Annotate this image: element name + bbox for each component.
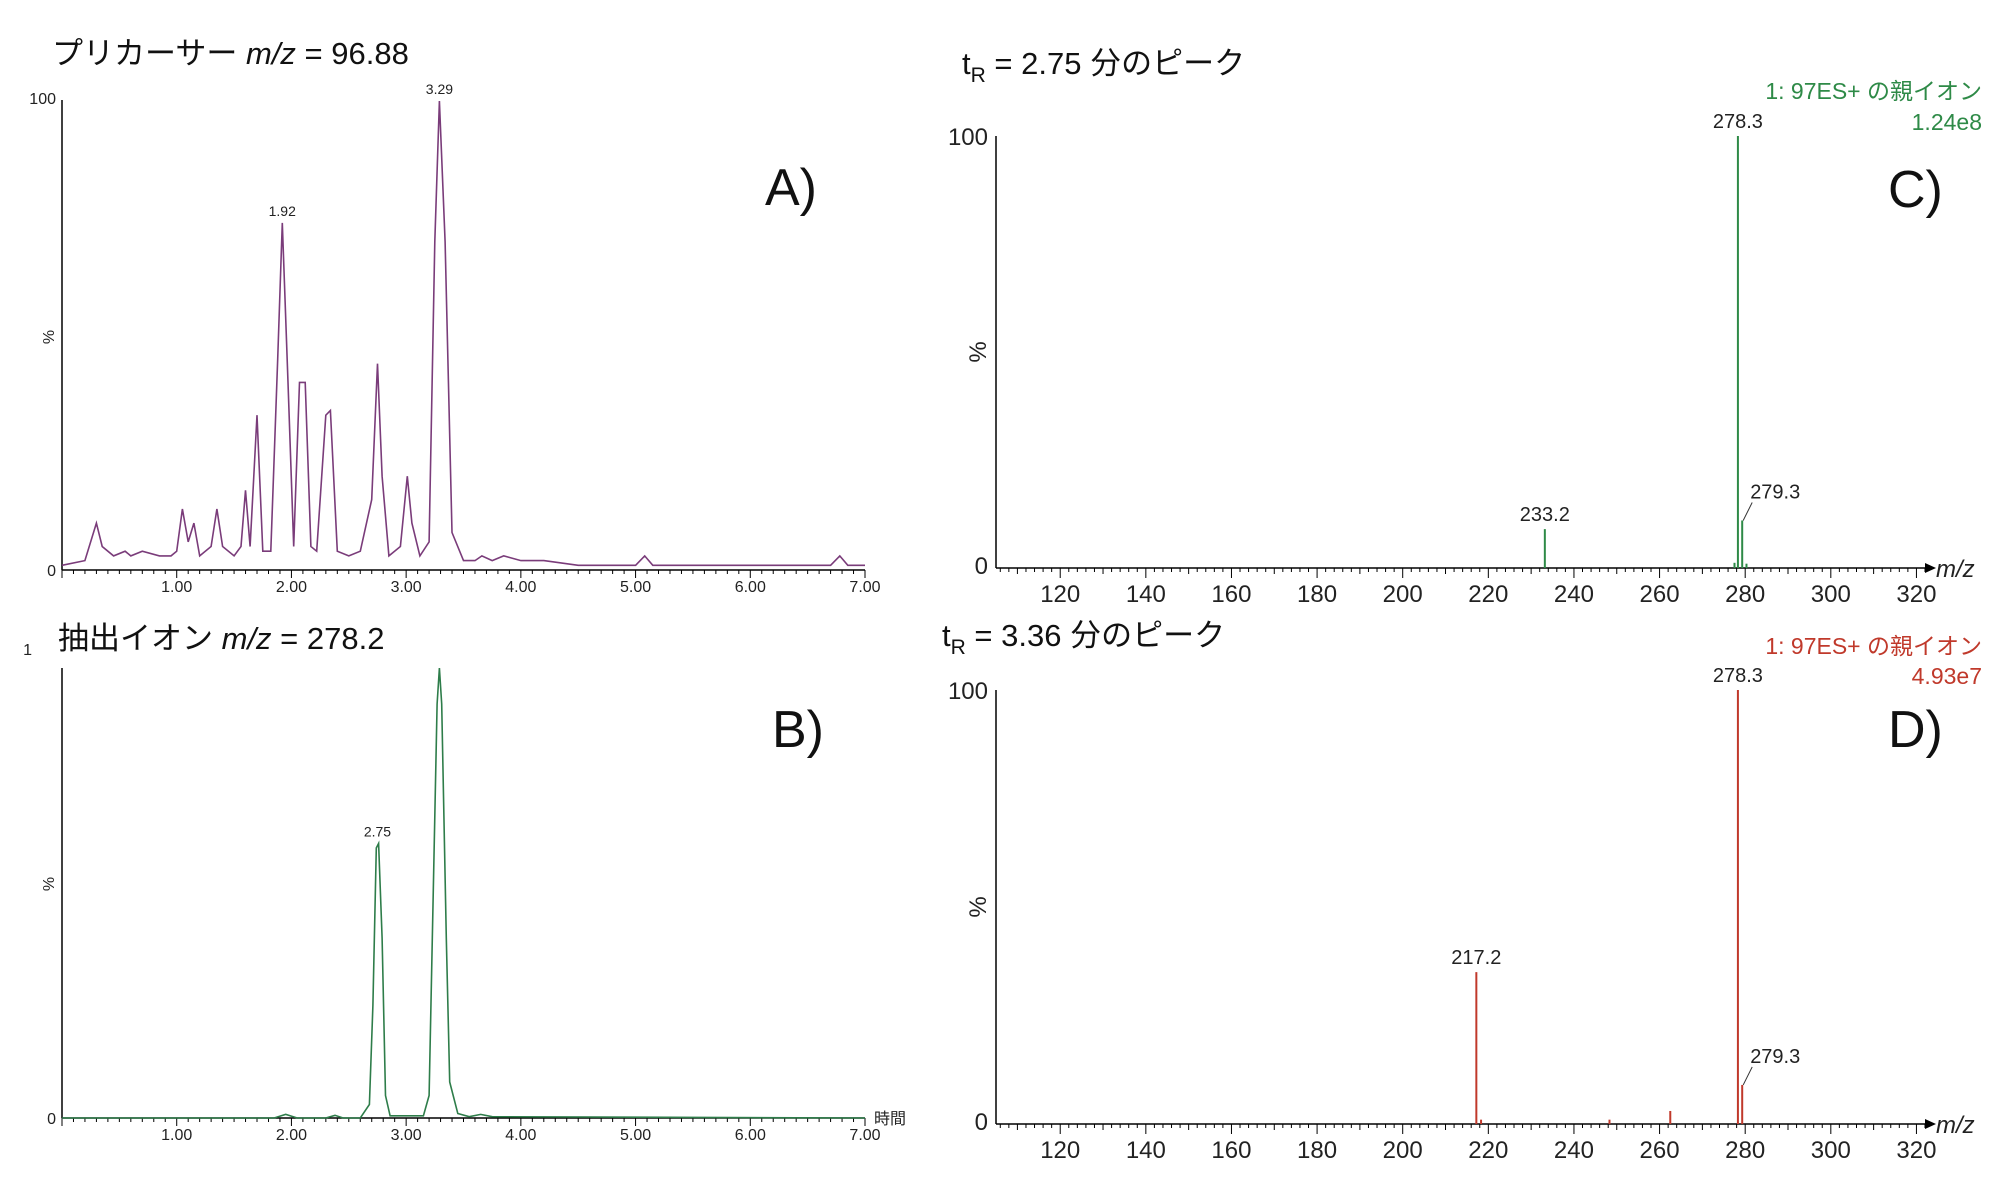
panel-b-peak-labels: 2.75 [364,824,391,840]
d-x-tick-label: 140 [1126,1137,1166,1164]
c-x-tick-label: 280 [1725,581,1765,608]
panel-a-letter: A) [765,159,817,217]
panel-d-mass-spectrum: tR = 3.36 分のピーク 1: 97ES+ の親イオン 4.93e7 D)… [942,618,1982,1164]
d-x-tick-label: 160 [1211,1137,1251,1164]
c-peak-leader [1742,502,1753,521]
a-peak-label: 1.92 [269,203,296,219]
d-x-tick-label: 220 [1468,1137,1508,1164]
panel-b-letter: B) [772,701,824,759]
panel-b-x-ticks [61,1118,866,1126]
b-peak-label: 2.75 [364,824,391,840]
panel-d-x-ticks [999,1124,1926,1134]
c-peak-label: 233.2 [1520,504,1570,526]
c-peak-label: 279.3 [1750,481,1800,503]
c-x-tick-label: 240 [1554,581,1594,608]
a-x-tick-label: 4.00 [505,579,536,596]
d-peak-label: 279.3 [1750,1046,1800,1068]
panel-a-ylabel: % [41,330,58,344]
a-x-tick-label: 3.00 [391,579,422,596]
c-x-tick-label: 120 [1040,581,1080,608]
panel-b-xlabel: 時間 [874,1110,906,1128]
panel-b-trace-line [62,667,866,1119]
a-x-tick-label: 6.00 [735,579,766,596]
a-x-tick-label: 5.00 [620,579,651,596]
panel-a-ymax-label: 100 [29,91,56,108]
panel-c-ymax-label: 100 [948,124,988,151]
panel-c-intensity-label: 1.24e8 [1912,109,1982,135]
c-x-tick-label: 140 [1126,581,1166,608]
a-x-tick-label: 1.00 [161,579,192,596]
panel-c-peak-labels: 278.3 233.2 279.3 [1520,111,1800,526]
panel-c-ylabel: % [965,341,992,362]
d-x-tick-label: 200 [1383,1137,1423,1164]
panel-d-intensity-label: 4.93e7 [1912,663,1982,689]
c-x-tick-label: 260 [1640,581,1680,608]
panel-a-x-ticks [61,570,866,578]
panel-c-function-label: 1: 97ES+ の親イオン [1765,78,1982,104]
panel-a-chromatogram: プリカーサー m/z = 96.88 A) 100 0 % 1.00 2.00 3.… [29,36,880,596]
panel-a-ymin-label: 0 [47,563,56,580]
panel-d-peak-bars [1475,690,1744,1124]
panel-d-ylabel: % [965,896,992,917]
c-x-tick-label: 160 [1211,581,1251,608]
d-x-tick-label: 180 [1297,1137,1337,1164]
panel-c-title: tR = 2.75 分のピーク [962,46,1245,87]
d-x-tick-label: 240 [1554,1137,1594,1164]
panel-b-title: 抽出イオン m/z = 278.2 [58,621,384,656]
a-peak-label: 3.29 [426,81,453,97]
panel-c-ymin-label: 0 [975,553,988,580]
c-peak-label: 278.3 [1713,111,1763,133]
panel-b-ymax-label: 1 [23,642,32,659]
panel-a-title: プリカーサー m/z = 96.88 [52,36,409,71]
panel-b-chromatogram: 抽出イオン m/z = 278.2 B) 1 0 % 時間 1.00 2.00 3.… [23,621,906,1144]
panel-d-ymax-label: 100 [948,678,988,705]
c-x-tick-label: 320 [1896,581,1936,608]
a-x-tick-label: 7.00 [849,579,880,596]
panel-d-function-label: 1: 97ES+ の親イオン [1765,633,1982,659]
panel-a-trace-line [61,100,865,567]
d-x-tick-label: 260 [1640,1137,1680,1164]
b-x-tick-label: 4.00 [505,1127,536,1144]
panel-d-xlabel: m/z [1936,1112,1975,1139]
d-x-tick-label: 280 [1725,1137,1765,1164]
b-x-tick-label: 2.00 [276,1127,307,1144]
panel-d-x-axis-arrow [1925,1119,1936,1129]
panel-a-x-tick-labels: 1.00 2.00 3.00 4.00 5.00 6.00 7.00 [161,579,881,596]
panel-d-ymin-label: 0 [975,1109,988,1136]
b-x-tick-label: 3.00 [391,1127,422,1144]
panel-c-x-ticks [999,568,1926,578]
b-x-tick-label: 1.00 [161,1127,192,1144]
a-x-tick-label: 2.00 [276,579,307,596]
c-x-tick-label: 180 [1297,581,1337,608]
d-peak-label: 217.2 [1451,947,1501,969]
b-x-tick-label: 6.00 [735,1127,766,1144]
panel-a-peak-labels: 1.92 3.29 [269,81,454,219]
panel-d-x-tick-labels: 120 140 160 180 200 220 240 260 280 300 320 [1040,1137,1936,1164]
d-x-tick-label: 120 [1040,1137,1080,1164]
panel-c-x-axis-arrow [1925,563,1936,573]
c-x-tick-label: 300 [1811,581,1851,608]
panel-b-ymin-label: 0 [47,1111,56,1128]
d-x-tick-label: 300 [1811,1137,1851,1164]
panel-c-letter: C) [1888,161,1943,219]
panel-c-x-tick-labels: 120 140 160 180 200 220 240 260 280 300 320 [1040,581,1936,608]
b-x-tick-label: 5.00 [620,1127,651,1144]
panel-d-peak-labels: 278.3 217.2 279.3 [1451,665,1800,1086]
panel-c-peak-bars [1543,136,1748,568]
panel-b-x-tick-labels: 1.00 2.00 3.00 4.00 5.00 6.00 7.00 [161,1127,881,1144]
panel-d-letter: D) [1888,701,1943,759]
d-x-tick-label: 320 [1896,1137,1936,1164]
panel-c-mass-spectrum: tR = 2.75 分のピーク 1: 97ES+ の親イオン 1.24e8 C)… [948,46,1982,608]
d-peak-leader [1742,1066,1753,1086]
b-x-tick-label: 7.00 [849,1127,880,1144]
c-x-tick-label: 220 [1468,581,1508,608]
panel-d-title: tR = 3.36 分のピーク [942,618,1225,659]
c-x-tick-label: 200 [1383,581,1423,608]
d-peak-label: 278.3 [1713,665,1763,687]
panel-c-xlabel: m/z [1936,556,1975,583]
panel-b-ylabel: % [41,877,58,891]
